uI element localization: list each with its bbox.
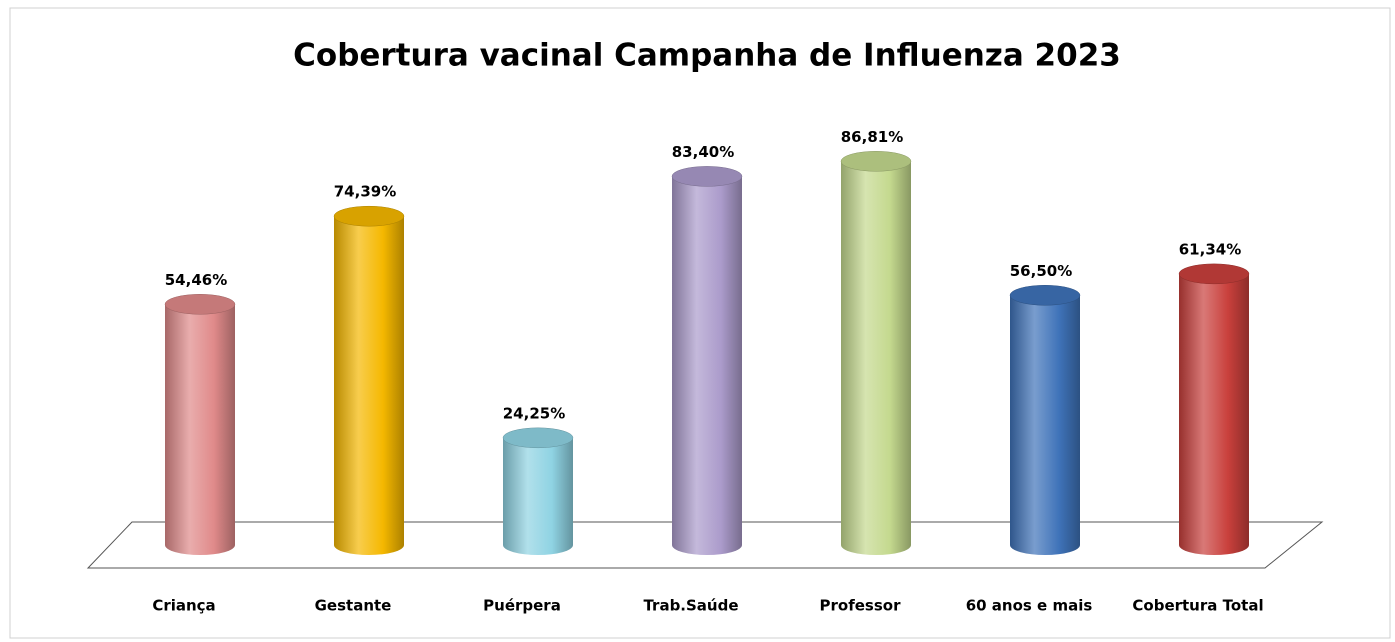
value-label: 54,46% [165, 271, 227, 289]
chart-title: Cobertura vacinal Campanha de Influenza … [293, 38, 1121, 74]
bar-body [672, 176, 742, 545]
bar [671, 166, 743, 555]
value-label: 61,34% [1179, 240, 1241, 258]
bar [840, 151, 912, 555]
x-tick-label: Criança [152, 597, 215, 615]
bar-top [671, 166, 743, 187]
bar [1009, 285, 1081, 555]
bar-top [840, 151, 912, 172]
bar-body [503, 437, 573, 545]
bar [164, 294, 236, 555]
bar-body [841, 161, 911, 545]
value-label: 56,50% [1010, 262, 1072, 280]
x-tick-label: Puérpera [483, 597, 561, 615]
bar-top [502, 427, 574, 449]
bar [502, 427, 574, 555]
value-label: 24,25% [503, 404, 565, 422]
value-label: 74,39% [334, 183, 396, 201]
bar [333, 205, 405, 555]
bar-top [164, 294, 236, 315]
bar-body [334, 216, 404, 545]
bar-top [1009, 285, 1081, 306]
x-tick-label: 60 anos e mais [966, 597, 1093, 615]
bar [1178, 263, 1250, 555]
bar-top [333, 205, 405, 227]
x-tick-label: Professor [820, 597, 902, 615]
x-tick-label: Gestante [315, 597, 392, 615]
bar-body [1179, 273, 1249, 545]
bar-body [1010, 295, 1080, 545]
value-label: 86,81% [841, 128, 903, 146]
bar-body [165, 304, 235, 545]
x-tick-label: Trab.Saúde [643, 597, 738, 615]
bar-top [1178, 263, 1250, 285]
value-label: 83,40% [672, 143, 734, 161]
x-tick-label: Cobertura Total [1132, 597, 1263, 615]
